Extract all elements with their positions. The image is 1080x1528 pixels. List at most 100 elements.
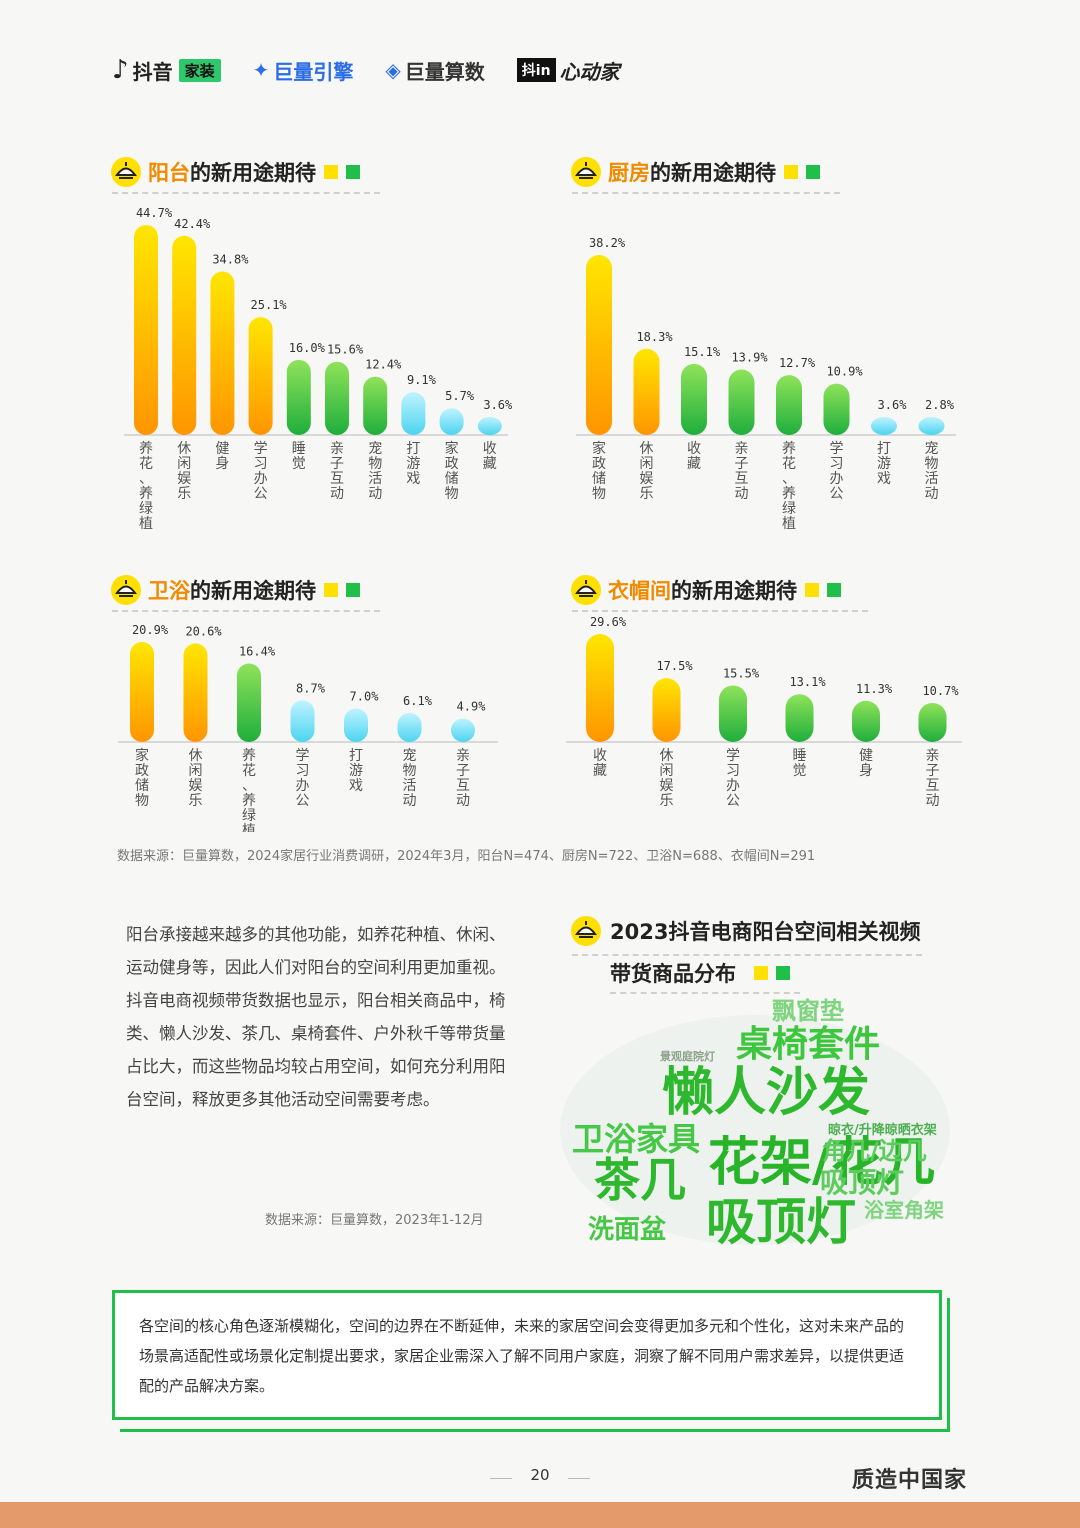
category-label: 亲子互动 [330, 441, 344, 502]
section-title-balcony: 阳台 的新用途期待 [110, 155, 360, 189]
data-label: 15.6% [327, 343, 364, 357]
green-square [806, 165, 820, 179]
data-label: 20.6% [185, 624, 222, 638]
chart-balcony: 44.7% 养花、养绿植 42.4% 休闲娱乐 34.8% 健身 25.1% 学习办公 16.0… [124, 200, 514, 535]
category-label: 休闲娱乐 [640, 441, 654, 502]
title-rest: 的新用途期待 [650, 161, 776, 185]
page-num-rule-right [568, 1478, 590, 1479]
title-line-1: 2023抖音电商阳台空间相关视频 [610, 920, 921, 944]
word-cloud-item: 吸顶灯 [820, 1166, 905, 1199]
yellow-square [324, 583, 338, 597]
title-underline [572, 610, 868, 612]
yellow-square [754, 966, 768, 980]
chart-bar [401, 392, 426, 435]
category-label: 亲子互动 [735, 441, 749, 502]
chart-bar [633, 348, 660, 435]
category-label: 休闲娱乐 [189, 748, 203, 809]
data-label: 8.7% [296, 681, 326, 695]
data-label: 16.0% [289, 341, 326, 355]
data-label: 4.9% [457, 700, 487, 714]
section-title-bathroom: 卫浴 的新用途期待 [110, 573, 360, 607]
word-cloud-item: 吸顶灯 [706, 1193, 856, 1251]
data-label: 44.7% [136, 206, 173, 220]
word-cloud-item: 桌椅套件 [736, 1024, 881, 1065]
data-label: 16.4% [239, 645, 276, 659]
data-label: 3.6% [878, 398, 908, 412]
page-num-rule-left [490, 1478, 512, 1479]
category-label: 打游戏 [877, 440, 891, 487]
word-cloud-item: 景观庭院灯 [660, 1050, 715, 1063]
chart-kitchen: 38.2% 家政储物 18.3% 休闲娱乐 15.1% 收藏 13.9% 亲子互动 12.7% 养… [576, 200, 966, 535]
chart-bar [852, 700, 880, 742]
data-label: 2.8% [925, 398, 955, 412]
word-cloud-item: 飘窗垫 [772, 997, 844, 1025]
header-logos: ♪ 抖音 家装 ✦ 巨量引擎 ◈ 巨量算数 抖in 心动家 [112, 50, 652, 90]
category-label: 休闲娱乐 [660, 748, 674, 809]
chart-bar [172, 235, 197, 435]
lamp-icon [571, 575, 601, 605]
chart-bar [719, 685, 747, 742]
title-highlight: 厨房 [608, 161, 650, 185]
category-label: 打游戏 [349, 747, 363, 794]
green-square [346, 583, 360, 597]
chart-bathroom: 20.9% 家政储物 20.6% 休闲娱乐 16.4% 养花、养绿植 8.7% 学习办公 7.0… [118, 615, 508, 832]
category-label: 养花、养绿植 [242, 748, 256, 832]
yellow-square [324, 165, 338, 179]
data-label: 25.1% [251, 298, 288, 312]
data-label: 42.4% [174, 217, 211, 231]
title-underline [572, 192, 840, 194]
douin-box: 抖in [516, 58, 556, 82]
brand-logo: 质造中国家 [852, 1468, 968, 1493]
lamp-icon [111, 575, 141, 605]
chart-closet: 29.6% 收藏 17.5% 休闲娱乐 15.5% 学习办公 13.1% 睡觉 11.3% 健身 1… [566, 605, 966, 832]
word-cloud-title: 2023抖音电商阳台空间相关视频 [570, 914, 920, 948]
yellow-square [784, 165, 798, 179]
category-label: 宠物活动 [368, 441, 382, 502]
category-label: 学习办公 [726, 748, 740, 809]
douyin-logo: ♪ 抖音 家装 [112, 55, 221, 85]
douyin-note-icon: ♪ [112, 55, 129, 85]
title-highlight: 卫浴 [148, 579, 190, 603]
word-cloud-item: 花架/花几 [708, 1133, 935, 1193]
word-cloud-item: 卫浴家具 [572, 1120, 701, 1158]
title-line-2: 带货商品分布 [610, 962, 736, 986]
section-title-kitchen: 厨房 的新用途期待 [570, 155, 820, 189]
chart-bar [290, 700, 315, 742]
green-square [346, 165, 360, 179]
title-underline [112, 192, 380, 194]
data-label: 10.9% [826, 365, 863, 379]
body-paragraph: 阳台承接越来越多的其他功能，如养花种植、休闲、运动健身等，因此人们对阳台的空间利… [126, 925, 506, 1109]
title-underline [572, 954, 922, 956]
lamp-icon [111, 157, 141, 187]
word-cloud-item: 洗面盆 [588, 1215, 667, 1245]
data-label: 9.1% [407, 373, 437, 387]
data-label: 17.5% [656, 659, 693, 673]
category-label: 亲子互动 [926, 748, 940, 809]
juliang-engine-logo: ✦ 巨量引擎 [252, 58, 354, 84]
suanshu-mark-icon: ◈ [385, 58, 401, 82]
engine-mark-icon: ✦ [252, 58, 270, 82]
callout-text: 各空间的核心角色逐渐模糊化，空间的边界在不断延伸，未来的家居空间会变得更加多元和… [139, 1317, 905, 1395]
category-label: 健身 [859, 748, 873, 779]
title-underline [112, 610, 380, 612]
footer-bar [0, 1502, 1080, 1528]
word-cloud-item: 晾衣/升降晾晒衣架 [828, 1123, 937, 1138]
juliang-suanshu-logo: ◈ 巨量算数 [385, 58, 485, 84]
category-label: 亲子互动 [456, 748, 470, 809]
chart-bar [363, 376, 388, 435]
chart-bar [248, 317, 273, 435]
chart-bar [652, 678, 681, 742]
chart-bar [785, 694, 814, 742]
chart-bar [237, 663, 261, 742]
word-cloud-title-line2: 带货商品分布 [610, 956, 790, 990]
section-title-closet: 衣帽间 的新用途期待 [570, 573, 841, 607]
title-rest: 的新用途期待 [671, 579, 797, 603]
category-label: 睡觉 [793, 748, 807, 779]
chart-bar [344, 708, 368, 742]
chart-bar [130, 642, 154, 742]
category-label: 家政储物 [445, 440, 459, 502]
cloud-backdrop [560, 1015, 950, 1245]
category-label: 休闲娱乐 [177, 441, 191, 502]
word-cloud-item: 角几/边几 [822, 1137, 927, 1165]
category-label: 家政储物 [135, 747, 149, 809]
